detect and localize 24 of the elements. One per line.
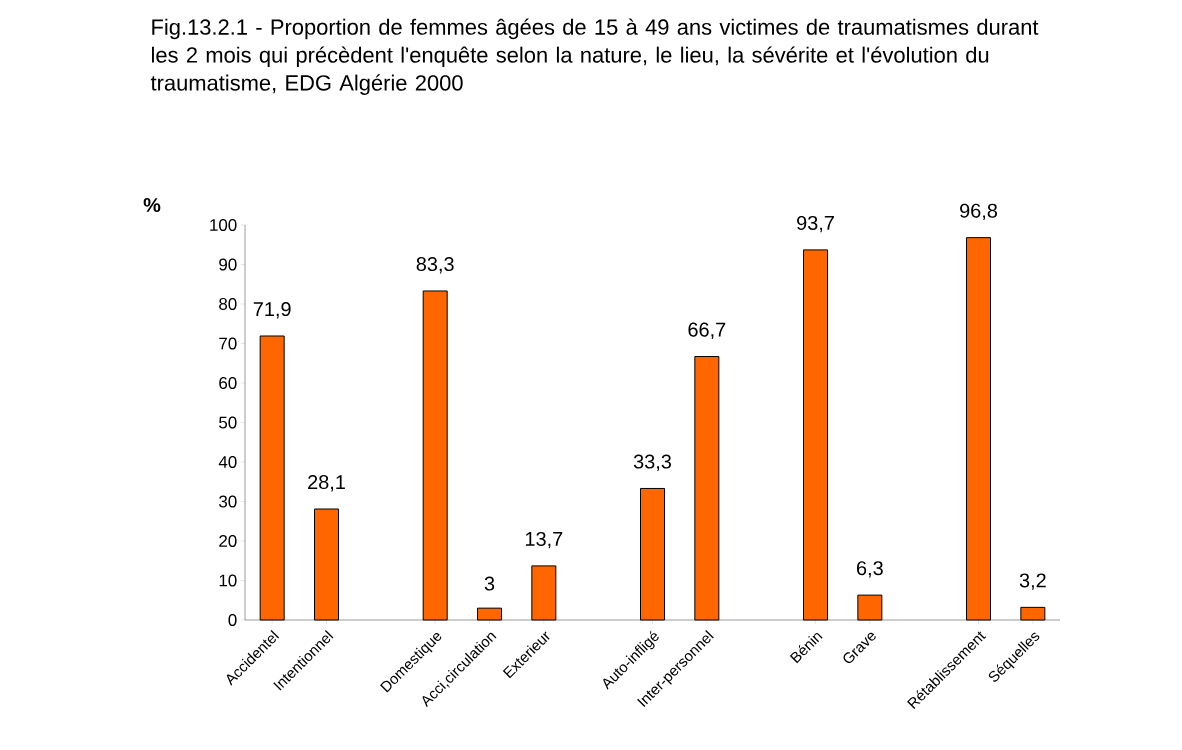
data-label: 33,3 [633, 454, 672, 471]
y-tick-label: 70 [219, 337, 237, 350]
data-label: 93,7 [797, 215, 834, 233]
data-label: 28,1 [308, 475, 345, 492]
y-tick-label: 100 [210, 219, 237, 231]
y-tick-label: 20 [219, 535, 237, 547]
y-tick-label: 80 [219, 298, 237, 310]
data-label: 3,2 [1019, 573, 1046, 590]
y-tick-label: 40 [218, 456, 237, 468]
y-tick-label: 30 [219, 495, 237, 508]
data-label: 66,7 [688, 322, 726, 340]
y-tick-label: 60 [219, 377, 237, 389]
y-axis-title: % [143, 197, 161, 212]
chart-title: Fig.13.2.1 - Proportion de femmes âgées de 15 à 49 ans victimes de traumatismes durant les 2 mois qui précèdent l'enquête selon la nature, le lieu, la sévérite et l'évolution du traumatisme, EDG Algérie 2000 [150, 18, 1039, 95]
data-label: 13,7 [525, 531, 563, 549]
y-tick-label: 0 [228, 614, 237, 626]
data-label: 96,8 [960, 203, 998, 221]
y-tick-label: 90 [219, 258, 237, 271]
data-label: 6,3 [857, 561, 883, 578]
y-tick-label: 50 [219, 416, 237, 429]
data-label: 71,9 [253, 302, 291, 319]
data-label: 3 [484, 576, 495, 591]
data-label: 83,3 [416, 256, 454, 274]
y-tick-label: 10 [219, 574, 237, 587]
